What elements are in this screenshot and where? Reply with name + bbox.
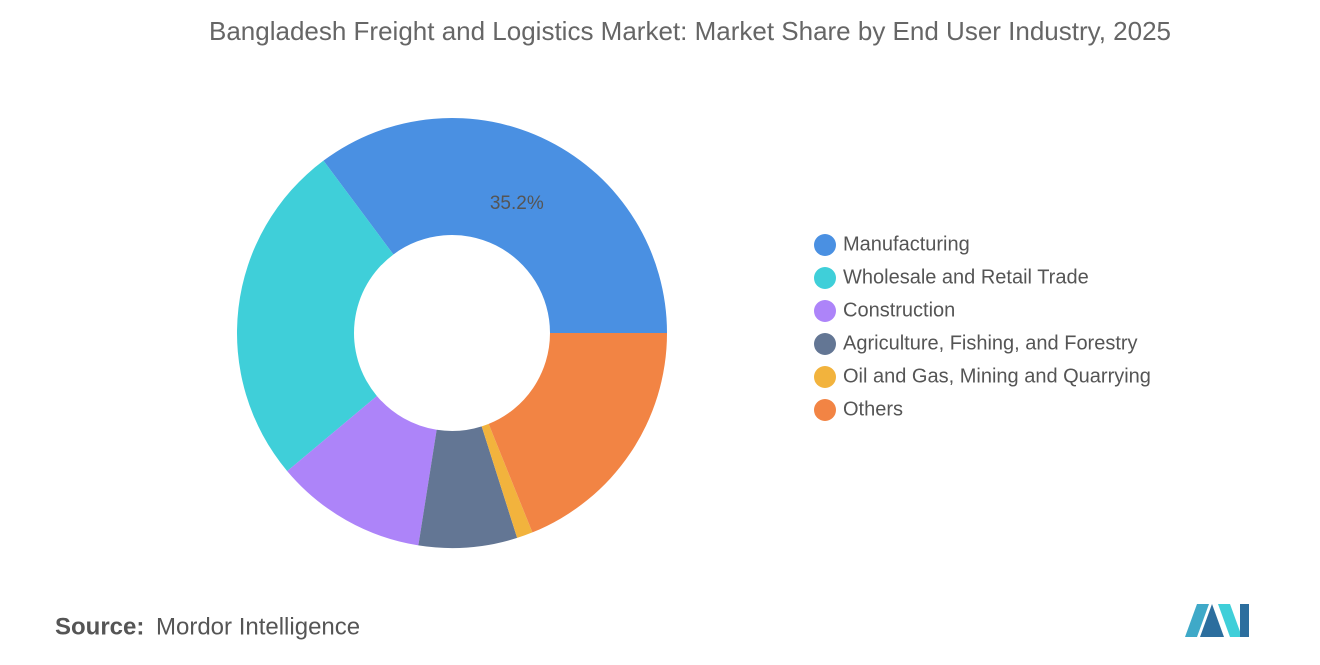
legend-label: Oil and Gas, Mining and Quarrying	[843, 365, 1151, 387]
legend-marker	[814, 234, 836, 256]
donut-segment	[418, 426, 518, 548]
chart-title: Bangladesh Freight and Logistics Market:…	[208, 16, 1171, 46]
donut-segment	[287, 395, 437, 546]
legend-marker	[814, 366, 836, 388]
source-text: Mordor Intelligence	[156, 613, 360, 640]
legend-marker	[814, 399, 836, 421]
logo	[1185, 604, 1249, 637]
legend-label: Manufacturing	[843, 233, 970, 255]
legend-marker	[814, 333, 836, 355]
donut-segment	[323, 117, 667, 334]
legend-label: Wholesale and Retail Trade	[843, 266, 1089, 288]
donut-segment	[237, 160, 394, 472]
legend-label: Agriculture, Fishing, and Forestry	[843, 332, 1138, 354]
data-label: 35.2%	[490, 193, 544, 214]
donut-segment	[488, 333, 667, 533]
donut-segment	[481, 423, 533, 538]
legend-marker	[814, 300, 836, 322]
legend-label: Others	[843, 398, 903, 420]
legend-marker	[814, 267, 836, 289]
legend-label: Construction	[843, 299, 955, 321]
source-label: Source:	[55, 613, 144, 640]
